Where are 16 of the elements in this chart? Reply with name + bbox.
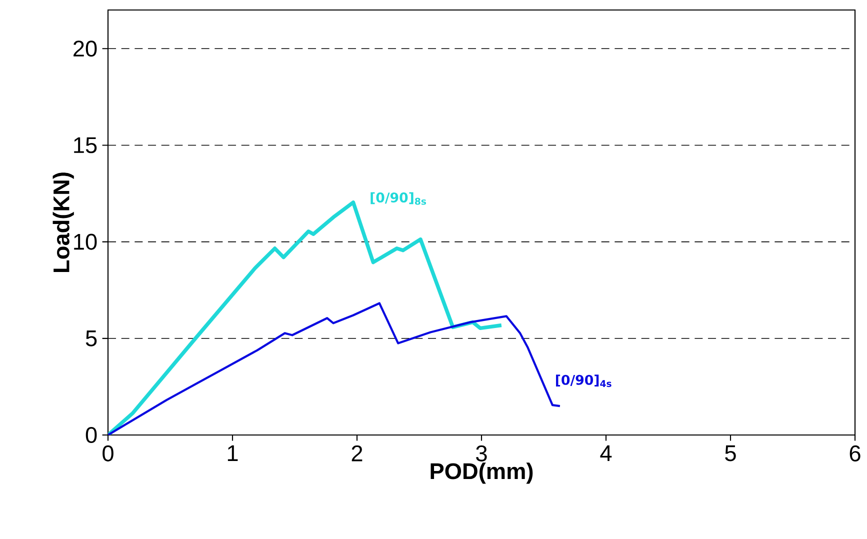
x-tick-label: 3 [476, 445, 487, 462]
x-tick-label: 0 [102, 445, 114, 462]
x-tick-label: 4 [600, 445, 612, 461]
x-tick-label: 6 [850, 445, 860, 462]
y-tick-label: 20 [74, 40, 97, 57]
y-tick-label: 10 [74, 234, 97, 250]
series-label: [0/90]$_{4s}$ [556, 374, 612, 388]
y-axis-title: Load(KN) [52, 172, 74, 272]
x-tick-label: 5 [725, 445, 736, 462]
x-tick-label: 2 [352, 445, 362, 462]
x-axis-title: POD(mm) [430, 462, 533, 484]
y-tick-label: 0 [86, 426, 97, 444]
series-label: [0/90]$_{8s}$ [370, 192, 426, 205]
y-tick-label: 15 [74, 137, 97, 154]
x-tick-label: 1 [228, 445, 238, 461]
y-tick-label: 5 [86, 330, 97, 346]
